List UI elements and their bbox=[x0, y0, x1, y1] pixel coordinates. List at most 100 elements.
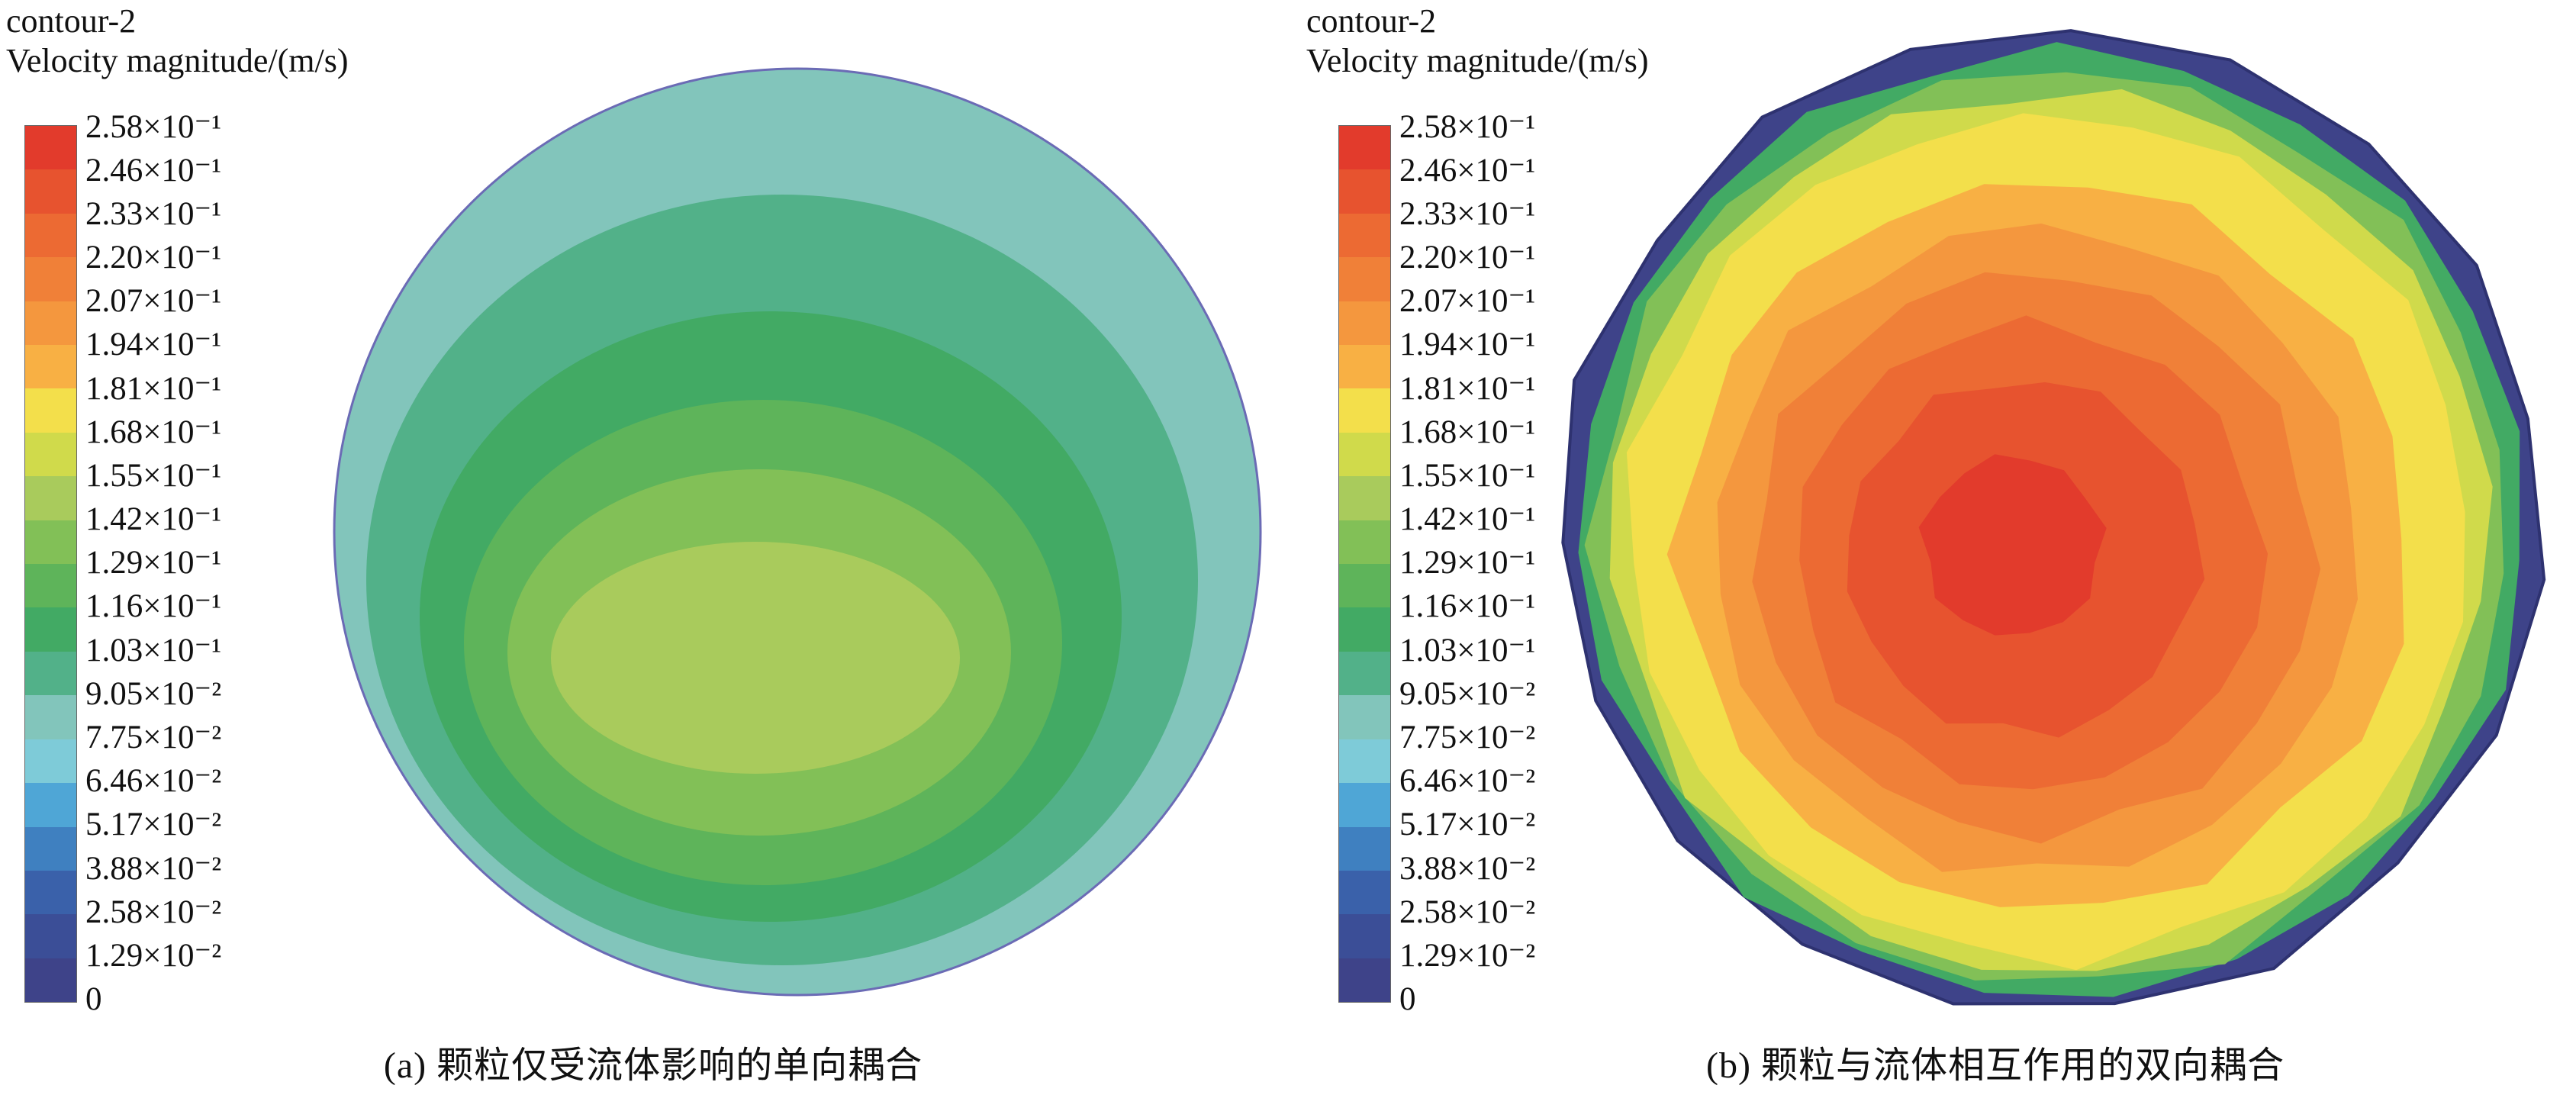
colorbar-band bbox=[1339, 432, 1390, 477]
colorbar-band bbox=[25, 126, 76, 170]
legend-tick-label: 6.46×10⁻² bbox=[1399, 763, 1536, 800]
colorbar-band bbox=[25, 870, 76, 915]
legend-tick-label: 1.94×10⁻¹ bbox=[85, 327, 222, 363]
legend-tick-label: 2.07×10⁻¹ bbox=[85, 283, 222, 320]
colorbar-band bbox=[25, 914, 76, 958]
legend-tick-label: 1.94×10⁻¹ bbox=[1399, 327, 1536, 363]
legend-tick-label: 0 bbox=[85, 981, 102, 1017]
legend-tick-label: 1.29×10⁻¹ bbox=[1399, 545, 1536, 581]
colorbar-ticks-b: 2.58×10⁻¹ 2.46×10⁻¹ 2.33×10⁻¹ 2.20×10⁻¹ 2.07… bbox=[1399, 105, 1535, 1021]
legend-tick-label: 7.75×10⁻² bbox=[1399, 719, 1536, 755]
legend-tick-label: 1.68×10⁻¹ bbox=[1399, 414, 1536, 450]
legend-tick-label: 5.17×10⁻² bbox=[1399, 807, 1536, 843]
legend-tick-label: 2.33×10⁻¹ bbox=[1399, 195, 1536, 232]
legend-tick-label: 2.33×10⁻¹ bbox=[85, 195, 222, 232]
colorbar-band bbox=[1339, 564, 1390, 608]
colorbar-band bbox=[1339, 607, 1390, 652]
colorbar-band bbox=[1339, 388, 1390, 433]
colorbar-band bbox=[25, 169, 76, 214]
legend-tick-label: 1.42×10⁻¹ bbox=[1399, 501, 1536, 538]
colorbar-band bbox=[1339, 651, 1390, 696]
legend-tick-label: 1.55×10⁻¹ bbox=[1399, 457, 1536, 494]
contour-region bbox=[551, 542, 960, 774]
legend-tick-label: 1.29×10⁻² bbox=[85, 937, 222, 974]
colorbar-band bbox=[1339, 345, 1390, 389]
colorbar-band bbox=[1339, 783, 1390, 827]
colorbar-b bbox=[1338, 125, 1391, 1003]
colorbar-band bbox=[25, 213, 76, 258]
colorbar-band bbox=[25, 695, 76, 739]
colorbar-band bbox=[25, 651, 76, 696]
legend-tick-label: 2.58×10⁻² bbox=[1399, 894, 1536, 930]
colorbar-band bbox=[25, 783, 76, 827]
legend-tick-label: 2.46×10⁻¹ bbox=[1399, 152, 1536, 188]
legend-tick-label: 2.20×10⁻¹ bbox=[85, 240, 222, 276]
legend-tick-label: 1.16×10⁻¹ bbox=[85, 588, 222, 625]
colorbar-band bbox=[1339, 213, 1390, 258]
colorbar-band bbox=[25, 739, 76, 784]
colorbar-band bbox=[25, 345, 76, 389]
colorbar-variable-label: Velocity magnitude/(m/s) bbox=[1306, 41, 1649, 79]
legend-tick-label: 1.68×10⁻¹ bbox=[85, 414, 222, 450]
legend-tick-label: 2.58×10⁻² bbox=[85, 894, 222, 930]
legend-tick-label: 9.05×10⁻² bbox=[1399, 675, 1536, 712]
legend-tick-label: 2.20×10⁻¹ bbox=[1399, 240, 1536, 276]
colorbar-a bbox=[24, 125, 77, 1003]
legend-tick-label: 1.42×10⁻¹ bbox=[85, 501, 222, 538]
legend-tick-label: 5.17×10⁻² bbox=[85, 807, 222, 843]
colorbar-band bbox=[1339, 257, 1390, 301]
colorbar-band bbox=[1339, 301, 1390, 346]
contour-title: contour-2 bbox=[6, 2, 137, 40]
legend-tick-label: 6.46×10⁻² bbox=[85, 763, 222, 800]
legend-tick-label: 9.05×10⁻² bbox=[85, 675, 222, 712]
colorbar-band bbox=[25, 826, 76, 871]
legend-tick-label: 1.81×10⁻¹ bbox=[85, 370, 222, 407]
panel-b-header: contour-2 Velocity magnitude/(m/s) bbox=[1306, 2, 1648, 81]
legend-tick-label: 1.03×10⁻¹ bbox=[1399, 632, 1536, 668]
colorbar-band bbox=[25, 476, 76, 520]
colorbar-band bbox=[1339, 520, 1390, 565]
colorbar-band bbox=[25, 432, 76, 477]
colorbar-ticks-a: 2.58×10⁻¹ 2.46×10⁻¹ 2.33×10⁻¹ 2.20×10⁻¹ 2.07… bbox=[85, 105, 221, 1021]
legend-tick-label: 3.88×10⁻² bbox=[85, 850, 222, 887]
colorbar-band bbox=[25, 607, 76, 652]
colorbar-band bbox=[1339, 958, 1390, 1003]
legend-tick-label: 3.88×10⁻² bbox=[1399, 850, 1536, 887]
legend-tick-label: 1.03×10⁻¹ bbox=[85, 632, 222, 668]
colorbar-variable-label: Velocity magnitude/(m/s) bbox=[6, 41, 349, 79]
caption-b: (b) 颗粒与流体相互作用的双向耦合 bbox=[1706, 1045, 2285, 1086]
legend-tick-label: 2.58×10⁻¹ bbox=[1399, 108, 1536, 145]
legend-tick-label: 1.16×10⁻¹ bbox=[1399, 588, 1536, 625]
colorbar-band bbox=[1339, 169, 1390, 214]
contour-plot-b bbox=[1561, 29, 2546, 1006]
colorbar-band bbox=[25, 257, 76, 301]
colorbar-band bbox=[1339, 126, 1390, 170]
colorbar-band bbox=[25, 301, 76, 346]
legend-tick-label: 2.58×10⁻¹ bbox=[85, 108, 222, 145]
caption-a: (a) 颗粒仅受流体影响的单向耦合 bbox=[383, 1045, 923, 1086]
legend-tick-label: 7.75×10⁻² bbox=[85, 719, 222, 755]
legend-tick-label: 1.81×10⁻¹ bbox=[1399, 370, 1536, 407]
contour-plot-a bbox=[333, 67, 1262, 997]
legend-tick-label: 2.07×10⁻¹ bbox=[1399, 283, 1536, 320]
colorbar-band bbox=[1339, 739, 1390, 784]
colorbar-band bbox=[1339, 826, 1390, 871]
colorbar-band bbox=[25, 958, 76, 1003]
panel-a-header: contour-2 Velocity magnitude/(m/s) bbox=[6, 2, 348, 81]
colorbar-band bbox=[1339, 476, 1390, 520]
colorbar-band bbox=[25, 388, 76, 433]
colorbar-band bbox=[1339, 870, 1390, 915]
colorbar-band bbox=[1339, 695, 1390, 739]
legend-tick-label: 1.29×10⁻² bbox=[1399, 937, 1536, 974]
contour-region bbox=[1918, 454, 2107, 636]
colorbar-band bbox=[25, 564, 76, 608]
legend-tick-label: 1.29×10⁻¹ bbox=[85, 545, 222, 581]
legend-tick-label: 1.55×10⁻¹ bbox=[85, 457, 222, 494]
colorbar-band bbox=[25, 520, 76, 565]
colorbar-band bbox=[1339, 914, 1390, 958]
legend-tick-label: 0 bbox=[1399, 981, 1416, 1017]
legend-tick-label: 2.46×10⁻¹ bbox=[85, 152, 222, 188]
contour-title: contour-2 bbox=[1306, 2, 1437, 40]
